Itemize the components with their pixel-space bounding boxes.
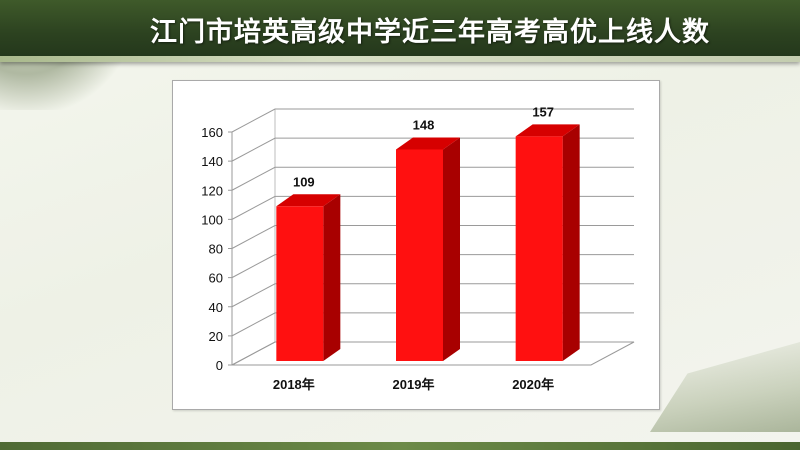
y-tick-label: 100 (201, 212, 223, 227)
bottom-bar (0, 442, 800, 450)
x-tick-label: 2019年 (393, 377, 435, 392)
bar-side (443, 137, 460, 361)
x-tick-label: 2020年 (512, 377, 554, 392)
gridline (231, 312, 634, 337)
chart-frame: 0 20 40 60 80 100 120 140 160 109 2018年 148 2019年 157… (172, 80, 660, 410)
bar-top (396, 137, 460, 150)
gridline (231, 341, 634, 366)
bar-side (323, 194, 341, 361)
bar-chart: 0 20 40 60 80 100 120 140 160 109 2018年 148 2019年 157… (201, 104, 635, 392)
data-label: 148 (413, 117, 435, 132)
gridline (231, 283, 634, 308)
y-tick-label: 80 (209, 242, 223, 257)
bar (515, 136, 563, 361)
y-tick-label: 120 (201, 183, 223, 198)
gridline (231, 137, 634, 162)
bar-top (515, 124, 580, 137)
y-tick-label: 20 (209, 329, 223, 344)
data-label: 109 (293, 174, 315, 189)
gridline (231, 108, 634, 133)
slide-title: 江门市培英高级中学近三年高考高优上线人数 (150, 17, 710, 48)
y-tick-label: 40 (209, 300, 223, 315)
data-label: 157 (532, 104, 554, 119)
x-tick-label: 2018年 (273, 377, 315, 392)
y-tick-label: 140 (201, 154, 223, 169)
gridline (231, 166, 634, 191)
title-bar: 江门市培英高级中学近三年高考高优上线人数 (0, 0, 800, 62)
book-decoration (650, 342, 800, 432)
y-tick-label: 160 (201, 125, 223, 140)
bar (276, 206, 324, 361)
gridline (231, 195, 634, 220)
y-tick-label: 0 (216, 358, 223, 373)
gridline (231, 254, 634, 279)
bar (396, 149, 443, 361)
bar-side (562, 124, 580, 362)
gridline (231, 225, 634, 249)
y-tick-label: 60 (209, 271, 223, 286)
bar-top (276, 194, 341, 207)
